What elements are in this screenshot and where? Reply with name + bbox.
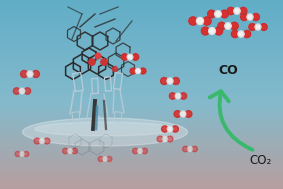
Circle shape — [167, 126, 173, 132]
Circle shape — [13, 88, 20, 94]
Circle shape — [189, 17, 197, 25]
Circle shape — [208, 10, 215, 18]
Circle shape — [130, 68, 136, 74]
Circle shape — [260, 24, 267, 30]
Circle shape — [140, 68, 146, 74]
Ellipse shape — [35, 122, 175, 136]
Circle shape — [167, 136, 173, 142]
Circle shape — [113, 67, 117, 71]
Circle shape — [169, 93, 176, 99]
Circle shape — [167, 78, 173, 84]
Circle shape — [221, 10, 228, 18]
Circle shape — [192, 146, 198, 152]
Circle shape — [215, 11, 221, 17]
Circle shape — [44, 138, 50, 144]
Circle shape — [103, 157, 107, 161]
Circle shape — [218, 22, 226, 30]
Text: CO: CO — [218, 64, 238, 77]
Circle shape — [101, 59, 107, 65]
Circle shape — [255, 24, 261, 30]
Circle shape — [225, 23, 231, 29]
Circle shape — [243, 30, 251, 38]
Circle shape — [162, 126, 168, 132]
Circle shape — [142, 148, 147, 154]
Circle shape — [24, 151, 29, 156]
Circle shape — [95, 53, 101, 59]
Circle shape — [68, 149, 72, 153]
Text: CO₂: CO₂ — [249, 154, 271, 167]
Circle shape — [196, 18, 203, 25]
Circle shape — [249, 24, 256, 30]
Circle shape — [238, 31, 244, 37]
Circle shape — [15, 151, 20, 156]
Circle shape — [162, 136, 168, 142]
Circle shape — [183, 146, 188, 152]
Circle shape — [40, 139, 44, 143]
Circle shape — [133, 148, 138, 154]
Circle shape — [27, 71, 33, 77]
FancyArrowPatch shape — [210, 91, 252, 150]
Circle shape — [127, 54, 133, 60]
Circle shape — [175, 93, 181, 99]
Circle shape — [32, 70, 39, 77]
Circle shape — [172, 77, 179, 84]
Circle shape — [241, 13, 248, 20]
Circle shape — [209, 28, 215, 34]
Circle shape — [136, 68, 140, 74]
Circle shape — [231, 30, 239, 38]
Circle shape — [89, 59, 95, 65]
Circle shape — [21, 70, 28, 77]
Circle shape — [24, 88, 31, 94]
Circle shape — [180, 111, 186, 117]
Circle shape — [201, 27, 209, 35]
Circle shape — [172, 126, 178, 132]
Circle shape — [161, 77, 168, 84]
Circle shape — [239, 7, 247, 15]
Circle shape — [121, 54, 128, 60]
Circle shape — [247, 14, 253, 20]
Circle shape — [132, 54, 139, 60]
Circle shape — [174, 111, 181, 117]
Circle shape — [98, 156, 103, 162]
Circle shape — [20, 152, 24, 156]
Circle shape — [231, 22, 238, 30]
Ellipse shape — [23, 118, 188, 146]
Circle shape — [138, 149, 142, 153]
Circle shape — [252, 13, 260, 20]
Circle shape — [63, 148, 68, 154]
Circle shape — [157, 136, 163, 142]
Circle shape — [203, 17, 211, 25]
Circle shape — [185, 111, 192, 117]
Circle shape — [227, 7, 235, 15]
Circle shape — [215, 27, 223, 35]
Circle shape — [34, 138, 40, 144]
Circle shape — [72, 148, 78, 154]
Circle shape — [107, 156, 112, 162]
Circle shape — [180, 93, 187, 99]
Circle shape — [234, 8, 240, 14]
Circle shape — [188, 147, 192, 151]
Circle shape — [19, 88, 25, 94]
